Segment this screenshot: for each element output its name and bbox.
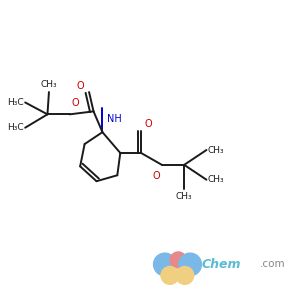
Text: O: O	[77, 81, 85, 91]
Circle shape	[176, 266, 194, 284]
Text: CH₃: CH₃	[208, 175, 225, 184]
Text: O: O	[153, 171, 160, 181]
Text: H₃C: H₃C	[7, 123, 24, 132]
Text: NH: NH	[107, 114, 122, 124]
Circle shape	[161, 266, 179, 284]
Text: .com: .com	[260, 260, 286, 269]
Text: CH₃: CH₃	[176, 192, 193, 201]
Circle shape	[154, 253, 176, 276]
Text: CH₃: CH₃	[40, 80, 57, 89]
Circle shape	[170, 252, 186, 268]
Text: O: O	[144, 119, 152, 129]
Text: H₃C: H₃C	[7, 98, 24, 107]
Text: CH₃: CH₃	[208, 146, 225, 154]
Text: Chem: Chem	[202, 258, 242, 271]
Circle shape	[179, 253, 201, 276]
Text: O: O	[71, 98, 79, 108]
